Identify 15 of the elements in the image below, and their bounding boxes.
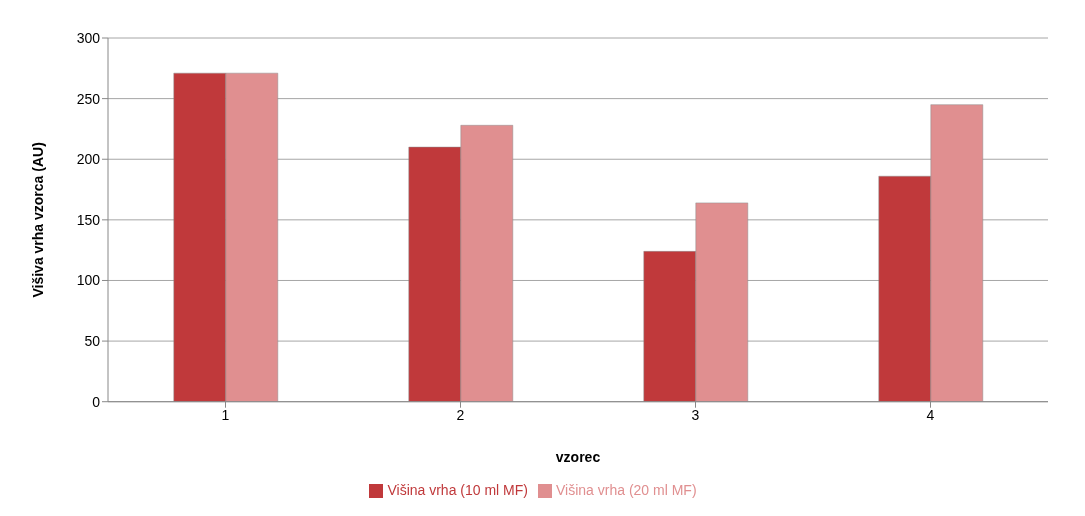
y-tick-label: 300 — [76, 29, 101, 46]
y-axis-title: Višiva vrha vzorca (AU) — [29, 142, 46, 298]
y-tick-label: 150 — [76, 211, 101, 228]
y-tick-label: 0 — [92, 393, 101, 410]
x-tick-label: 4 — [926, 406, 935, 423]
y-tick-label: 250 — [76, 90, 101, 107]
x-axis-title: vzorec — [555, 448, 601, 465]
y-tick-label: 50 — [84, 333, 101, 350]
x-tick-label: 3 — [691, 406, 700, 423]
legend-label: Višina vrha (20 ml MF) — [556, 481, 697, 498]
x-tick-label: 1 — [221, 406, 230, 423]
y-tick-label: 200 — [76, 151, 101, 168]
x-tick-label: 2 — [456, 406, 465, 423]
legend-label: Višina vrha (10 ml MF) — [387, 481, 528, 498]
y-tick-label: 100 — [76, 272, 101, 289]
